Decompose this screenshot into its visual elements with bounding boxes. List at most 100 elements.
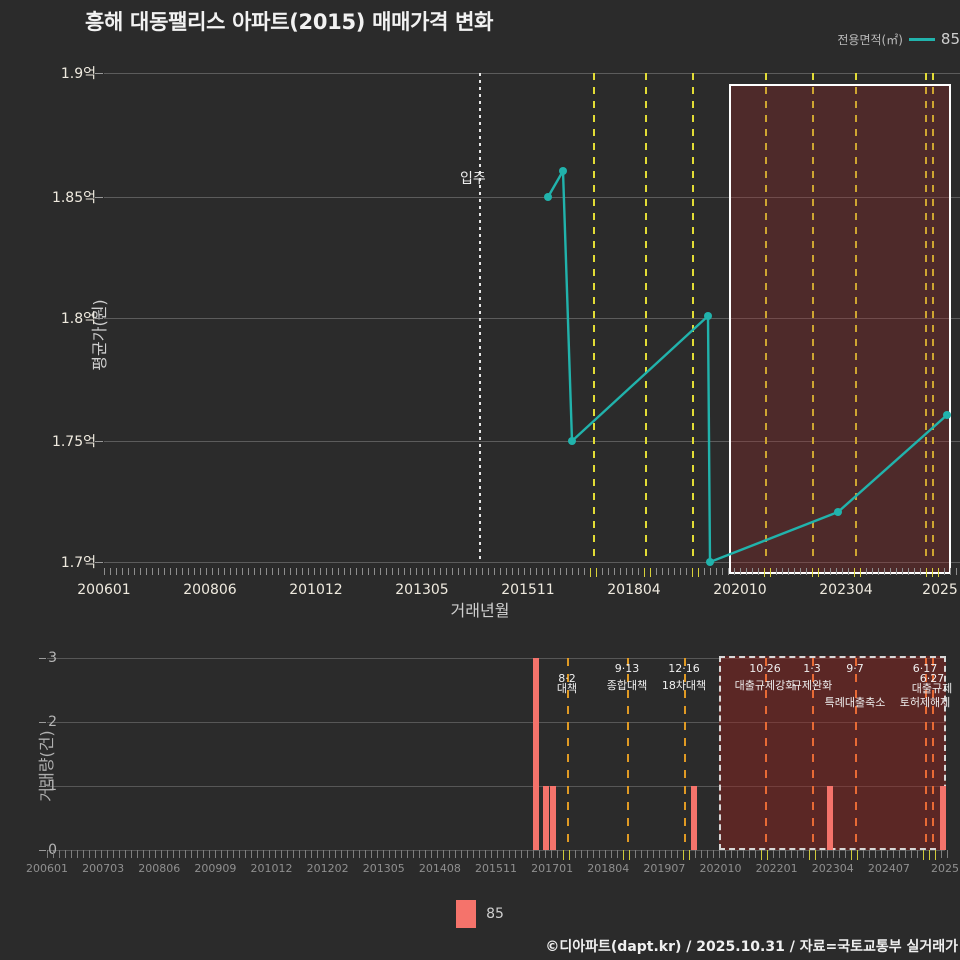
y-tick-label: 0 bbox=[48, 842, 57, 858]
x-minor-tick bbox=[851, 850, 852, 860]
price-line-chart: 입주 평균가(원) bbox=[90, 73, 960, 574]
x-minor-tick bbox=[647, 850, 648, 858]
x-minor-tick bbox=[674, 568, 675, 575]
x-minor-tick bbox=[407, 850, 408, 858]
x-tick-label: 201511 bbox=[475, 862, 517, 875]
price-highlight-region bbox=[729, 84, 951, 574]
policy-line bbox=[855, 658, 857, 850]
x-minor-tick bbox=[458, 568, 459, 575]
x-minor-tick bbox=[800, 568, 801, 575]
x-minor-tick bbox=[722, 568, 723, 575]
x-minor-tick bbox=[893, 850, 894, 858]
x-minor-tick bbox=[326, 568, 327, 575]
y-tick-label: 1.9억 bbox=[60, 66, 96, 82]
y-tick-mark bbox=[95, 441, 103, 442]
price-data-point bbox=[834, 508, 842, 516]
x-minor-tick bbox=[716, 568, 717, 575]
x-minor-tick bbox=[821, 850, 822, 858]
x-tick-label: 200806 bbox=[138, 862, 181, 875]
x-minor-tick bbox=[797, 850, 798, 858]
x-minor-tick bbox=[728, 568, 729, 575]
x-minor-tick bbox=[815, 850, 816, 860]
policy-name-label: 18차대책 bbox=[661, 679, 707, 692]
x-minor-tick bbox=[662, 568, 663, 575]
x-tick-label: 201202 bbox=[306, 862, 349, 875]
x-minor-tick bbox=[497, 850, 498, 858]
x-minor-tick bbox=[263, 850, 264, 858]
x-minor-tick bbox=[398, 568, 399, 575]
policy-line bbox=[684, 658, 686, 850]
x-minor-tick bbox=[515, 850, 516, 858]
x-minor-tick bbox=[404, 568, 405, 575]
policy-line bbox=[932, 658, 934, 850]
x-tick-label: 201305 bbox=[362, 862, 405, 875]
x-minor-tick bbox=[422, 568, 423, 575]
x-minor-tick bbox=[929, 850, 930, 860]
x-minor-tick bbox=[758, 568, 759, 575]
x-minor-tick bbox=[116, 568, 117, 575]
x-minor-tick bbox=[221, 850, 222, 858]
x-minor-tick bbox=[707, 850, 708, 858]
x-minor-tick bbox=[677, 850, 678, 858]
x-minor-tick bbox=[224, 568, 225, 575]
gridline bbox=[104, 197, 960, 198]
x-minor-tick bbox=[377, 850, 378, 858]
x-minor-tick bbox=[452, 568, 453, 575]
x-minor-tick bbox=[266, 568, 267, 575]
x-minor-tick bbox=[539, 850, 540, 858]
policy-date-label: 12·16 bbox=[668, 662, 700, 675]
policy-line bbox=[932, 73, 934, 563]
x-minor-tick bbox=[590, 568, 591, 577]
x-minor-tick bbox=[182, 568, 183, 575]
x-minor-tick bbox=[794, 568, 795, 575]
x-minor-tick bbox=[161, 850, 162, 858]
price-data-point bbox=[704, 312, 712, 320]
gridline bbox=[104, 73, 960, 74]
x-minor-tick bbox=[818, 568, 819, 577]
x-minor-tick bbox=[890, 568, 891, 575]
x-minor-tick bbox=[413, 850, 414, 858]
x-minor-tick bbox=[77, 850, 78, 858]
x-minor-tick bbox=[713, 850, 714, 858]
x-minor-tick bbox=[752, 568, 753, 575]
x-minor-tick bbox=[236, 568, 237, 575]
y-tick-mark bbox=[39, 850, 46, 851]
y-tick-mark bbox=[95, 318, 103, 319]
policy-line bbox=[765, 73, 767, 563]
x-minor-tick bbox=[449, 850, 450, 858]
x-minor-tick bbox=[146, 568, 147, 575]
x-tick-label: 2025 bbox=[922, 582, 958, 598]
x-minor-tick bbox=[596, 568, 597, 577]
x-tick-label: 201012 bbox=[250, 862, 293, 875]
x-minor-tick bbox=[629, 850, 630, 860]
x-minor-tick bbox=[644, 568, 645, 577]
volume-x-axis: 200601 200703 200806 200909 201012 201202 2013… bbox=[0, 850, 960, 880]
policy-date-label: 6·27 bbox=[919, 672, 945, 685]
x-minor-tick bbox=[812, 568, 813, 577]
x-tick-label: 202304 bbox=[819, 582, 873, 598]
legend-bottom-swatch bbox=[456, 900, 477, 928]
y-tick-mark bbox=[95, 197, 103, 198]
x-minor-tick bbox=[920, 568, 921, 575]
x-minor-tick bbox=[503, 850, 504, 858]
x-minor-tick bbox=[530, 568, 531, 575]
policy-line bbox=[627, 658, 629, 850]
x-minor-tick bbox=[287, 850, 288, 858]
x-minor-tick bbox=[281, 850, 282, 858]
x-minor-tick bbox=[683, 850, 684, 860]
y-tick-label: 1 bbox=[48, 778, 57, 794]
x-tick-label: 201701 bbox=[531, 862, 574, 875]
x-minor-tick bbox=[701, 850, 702, 858]
x-minor-tick bbox=[566, 568, 567, 575]
policy-name-label: 대출규제 bbox=[911, 682, 953, 695]
x-minor-tick bbox=[773, 850, 774, 858]
x-minor-tick bbox=[779, 850, 780, 858]
x-minor-tick bbox=[248, 568, 249, 575]
x-minor-tick bbox=[902, 568, 903, 575]
legend-top-swatch bbox=[908, 37, 935, 41]
x-minor-tick bbox=[623, 850, 624, 860]
page-title: 흥해 대동팰리스 아파트(2015) 매매가격 변화 bbox=[85, 10, 494, 34]
x-tick-label: 202407 bbox=[867, 862, 910, 875]
x-minor-tick bbox=[203, 850, 204, 858]
x-minor-tick bbox=[947, 850, 948, 858]
